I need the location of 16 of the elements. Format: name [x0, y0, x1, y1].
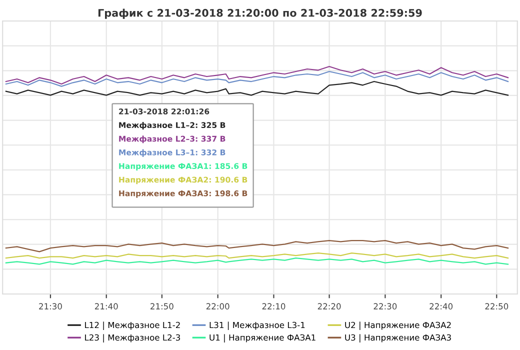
- legend-label: U2 | Напряжение ФАЗА2: [345, 322, 451, 330]
- chart-title: График с 21-03-2018 21:20:00 по 21-03-2018 22:59:59: [98, 8, 422, 19]
- x-tick-label: 21:30: [39, 303, 62, 310]
- legend-label: U3 | Напряжение ФАЗА3: [345, 334, 451, 342]
- x-tick-label: 22:50: [485, 303, 508, 310]
- legend-label: U1 | Напряжение ФАЗА1: [210, 334, 316, 342]
- legend-label: L23 | Межфазное L2-3: [85, 334, 180, 342]
- x-tick-label: 22:00: [206, 303, 230, 310]
- x-tick-label: 22:40: [430, 303, 453, 310]
- x-tick-label: 22:30: [374, 303, 397, 310]
- x-tick-label: 21:40: [94, 303, 118, 310]
- legend-label: L12 | Межфазное L1-2: [85, 322, 180, 330]
- x-tick-label: 22:10: [262, 303, 286, 310]
- x-tick-label: 21:50: [150, 303, 174, 310]
- x-tick-label: 22:20: [318, 303, 341, 310]
- legend-label: L31 | Межфазное L3-1: [210, 322, 305, 330]
